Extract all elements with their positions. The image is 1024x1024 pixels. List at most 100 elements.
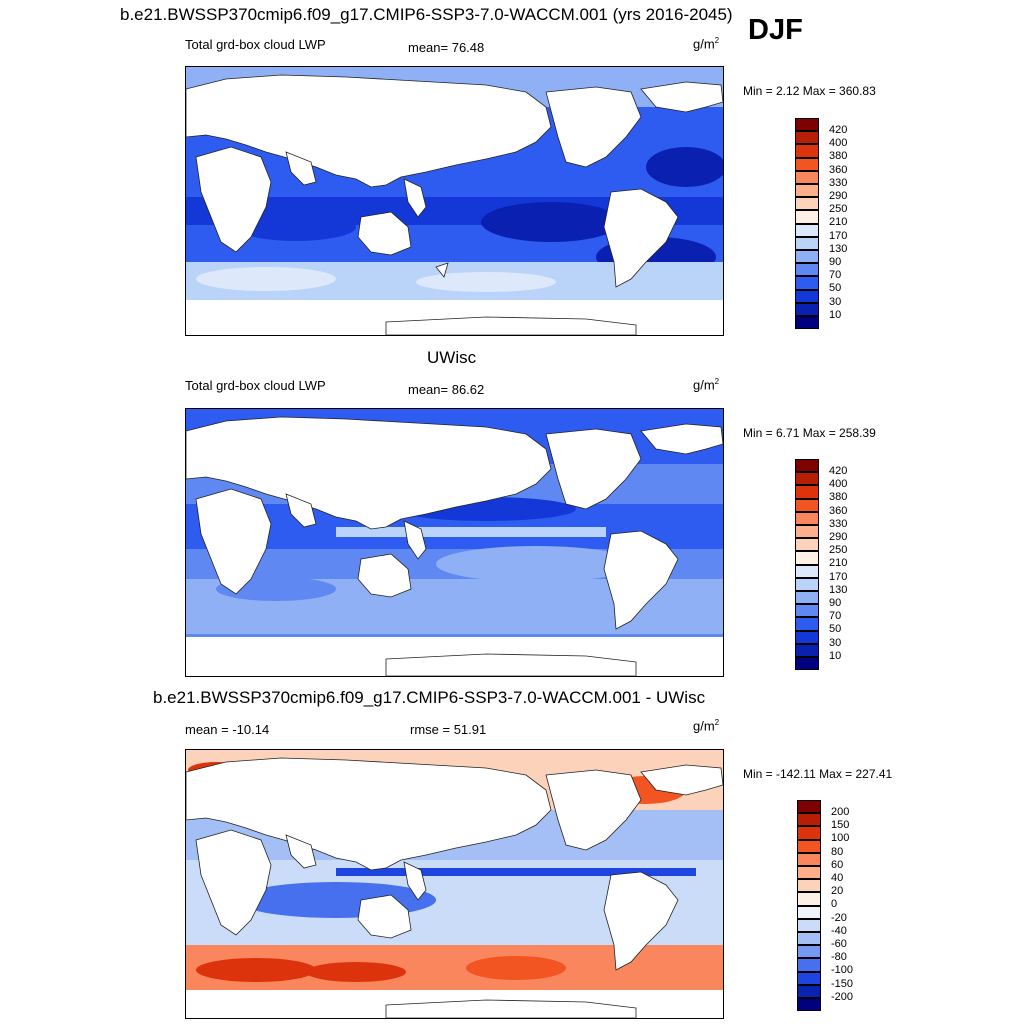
colorbar-tick: 70 <box>829 269 842 281</box>
colorbar-tick: 380 <box>829 150 848 162</box>
colorbar-tick: 80 <box>831 846 844 858</box>
panel-case-variable-label: Total grd-box cloud LWP <box>185 37 326 52</box>
colorbar-tick: 420 <box>829 124 848 136</box>
colorbar-swatch <box>795 459 819 473</box>
colorbar-tick: 290 <box>829 190 848 202</box>
panel-case-colorbar: 420 400 380 360 330 290 250 210 170 130 … <box>795 118 875 330</box>
colorbar-swatch <box>795 131 819 145</box>
colorbar-tick: 20 <box>831 885 844 897</box>
panel-case-map <box>185 66 724 336</box>
colorbar-tick: -20 <box>831 912 847 924</box>
colorbar-swatch <box>795 250 819 264</box>
colorbar-tick: 10 <box>829 650 842 662</box>
main-title: b.e21.BWSSP370cmip6.f09_g17.CMIP6-SSP3-7… <box>120 5 733 24</box>
colorbar-tick: 40 <box>831 872 844 884</box>
colorbar-swatch <box>795 604 819 618</box>
colorbar-tick: 210 <box>829 216 848 228</box>
colorbar-tick: -100 <box>831 964 854 976</box>
panel-obs-variable-label: Total grd-box cloud LWP <box>185 378 326 393</box>
colorbar-swatch <box>797 813 821 827</box>
colorbar-tick: -150 <box>831 978 854 990</box>
colorbar-swatch <box>797 826 821 840</box>
colorbar-swatch <box>797 852 821 866</box>
colorbar-swatch <box>795 617 819 631</box>
colorbar-swatch <box>795 184 819 198</box>
colorbar-swatch <box>795 643 819 657</box>
colorbar-swatch <box>795 144 819 158</box>
colorbar-swatch <box>795 538 819 552</box>
colorbar-swatch <box>797 839 821 853</box>
colorbar-tick: 70 <box>829 610 842 622</box>
colorbar-tick: 380 <box>829 491 848 503</box>
panel-diff-map <box>185 749 724 1019</box>
colorbar-swatch <box>795 276 819 290</box>
colorbar-tick: 400 <box>829 478 848 490</box>
colorbar-tick: 400 <box>829 137 848 149</box>
colorbar-tick: 330 <box>829 177 848 189</box>
colorbar-swatch <box>797 932 821 946</box>
panel-obs-colorbar: 420 400 380 360 330 290 250 210 170 130 … <box>795 459 875 671</box>
colorbar-swatch <box>795 511 819 525</box>
colorbar-swatch <box>795 197 819 211</box>
colorbar-swatch <box>795 118 819 132</box>
colorbar-swatch <box>797 905 821 919</box>
panel-diff-subtitle: b.e21.BWSSP370cmip6.f09_g17.CMIP6-SSP3-7… <box>153 688 706 707</box>
colorbar-tick: 30 <box>829 637 842 649</box>
panel-diff-minmax: Min = -142.11 Max = 227.41 <box>743 767 893 781</box>
panel-obs-minmax: Min = 6.71 Max = 258.39 <box>743 426 876 440</box>
colorbar-swatch <box>797 958 821 972</box>
colorbar-swatch <box>797 866 821 880</box>
colorbar-tick: 30 <box>829 296 842 308</box>
panel-case-mean-label: mean= 76.48 <box>408 40 485 55</box>
colorbar-tick: -80 <box>831 951 847 963</box>
colorbar-tick: -200 <box>831 991 854 1003</box>
colorbar-tick: 210 <box>829 557 848 569</box>
colorbar-swatch <box>797 918 821 932</box>
colorbar-tick: 50 <box>829 282 842 294</box>
colorbar-tick: 290 <box>829 531 848 543</box>
colorbar-swatch <box>795 564 819 578</box>
colorbar-swatch <box>795 577 819 591</box>
colorbar-tick: 0 <box>831 898 838 910</box>
colorbar-swatch <box>795 289 819 303</box>
colorbar-tick: 170 <box>829 230 848 242</box>
colorbar-swatch <box>795 498 819 512</box>
colorbar-swatch <box>797 971 821 985</box>
colorbar-swatch <box>795 170 819 184</box>
colorbar-tick: 130 <box>829 584 848 596</box>
colorbar-swatch <box>795 157 819 171</box>
panel-diff-mean-label: mean = -10.14 <box>185 722 270 737</box>
continents <box>186 757 723 1018</box>
colorbar-swatch <box>795 302 819 316</box>
panel-obs-subtitle: UWisc <box>427 348 477 367</box>
panel-case-units: g/m2 <box>693 36 720 52</box>
colorbar-tick: -40 <box>831 925 847 937</box>
colorbar-tick: 60 <box>831 859 844 871</box>
colorbar-tick: 100 <box>831 832 850 844</box>
colorbar-tick: 170 <box>829 571 848 583</box>
panel-obs-units: g/m2 <box>693 377 720 393</box>
colorbar-tick: 420 <box>829 465 848 477</box>
panel-obs-map <box>185 408 724 677</box>
colorbar-swatch <box>795 551 819 565</box>
panel-diff-colorbar: 200 150 100 80 60 40 20 0 -20 -40 -60 -8… <box>797 800 877 1012</box>
panel-diff-rmse-label: rmse = 51.91 <box>410 722 487 737</box>
colorbar-swatch <box>795 472 819 486</box>
continents <box>186 74 723 335</box>
colorbar-swatch <box>795 223 819 237</box>
panel-case-minmax: Min = 2.12 Max = 360.83 <box>743 84 876 98</box>
colorbar-tick: 200 <box>831 806 850 818</box>
colorbar-swatch <box>795 485 819 499</box>
colorbar-swatch <box>795 630 819 644</box>
panel-diff-units: g/m2 <box>693 718 720 734</box>
colorbar-swatch <box>797 892 821 906</box>
colorbar-tick: 50 <box>829 623 842 635</box>
colorbar-swatch <box>797 984 821 998</box>
colorbar-swatch <box>795 591 819 605</box>
colorbar-tick: 250 <box>829 544 848 556</box>
colorbar-tick: -60 <box>831 938 847 950</box>
colorbar-swatch <box>795 316 819 330</box>
colorbar-swatch <box>795 236 819 250</box>
colorbar-swatch <box>795 525 819 539</box>
colorbar-tick: 360 <box>829 164 848 176</box>
